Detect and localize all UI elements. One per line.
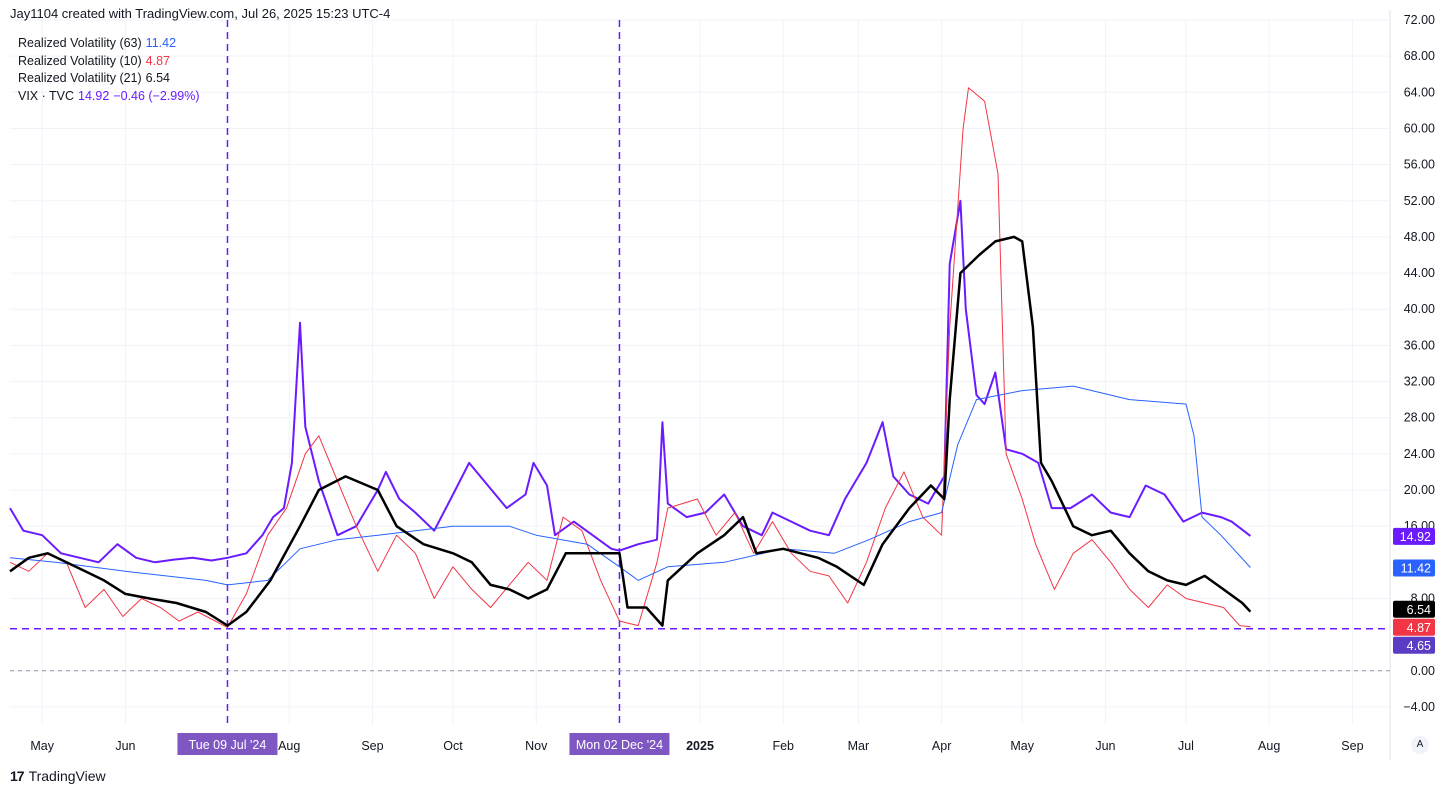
auto-scale-button[interactable]: A [1411, 736, 1429, 754]
y-tick-label: 32.00 [1404, 375, 1435, 389]
legend-label: Realized Volatility (21) [18, 71, 142, 85]
rv21-last-badge [1393, 600, 1435, 618]
y-tick-label: −4.00 [1403, 700, 1435, 714]
legend-item-rv21[interactable]: Realized Volatility (21) 6.54 [18, 70, 199, 88]
vix-last-label: 14.92 [1400, 530, 1431, 544]
date-marker-lines [226, 20, 621, 725]
legend-value: 6.54 [145, 71, 171, 85]
x-tick-label: Sep [1341, 739, 1363, 753]
x-tick-label: Jun [1095, 739, 1115, 753]
hline-value-badge [1393, 636, 1435, 654]
y-tick-label: 24.00 [1404, 447, 1435, 461]
legend-value: 11.42 [145, 36, 177, 50]
x-tick-label: Oct [443, 739, 463, 753]
y-tick-label: 48.00 [1404, 230, 1435, 244]
y-tick-label: 36.00 [1404, 338, 1435, 352]
x-tick-label: Aug [278, 739, 300, 753]
x-tick-label: Jul [1178, 739, 1194, 753]
y-tick-label: 60.00 [1404, 121, 1435, 135]
y-tick-label: 64.00 [1404, 85, 1435, 99]
y-tick-label: 28.00 [1404, 411, 1435, 425]
hline-value-label: 4.65 [1407, 639, 1431, 653]
y-tick-label: 56.00 [1404, 158, 1435, 172]
y-tick-label: 0.00 [1411, 664, 1435, 678]
tradingview-logo-icon: 17 [10, 768, 25, 784]
x-tick-label: Nov [525, 739, 548, 753]
legend-label: Realized Volatility (10) [18, 53, 142, 68]
y-tick-label: 20.00 [1404, 483, 1435, 497]
legend-value: 4.87 [145, 53, 171, 68]
x-tick-label: May [30, 739, 54, 753]
rv63-last-badge [1393, 559, 1435, 577]
x-tick-label: Aug [1258, 739, 1280, 753]
date-marker-label: Tue 09 Jul '24 [189, 738, 267, 752]
time-axis[interactable]: May Jun Aug Sep Oct Nov 2025 Feb Mar Apr May Jun Jul… [30, 733, 1364, 755]
x-tick-label: 2025 [686, 739, 714, 753]
rv21-last-label: 6.54 [1407, 603, 1431, 617]
legend-value: 14.92 [78, 88, 110, 103]
date-marker-label: Mon 02 Dec '24 [576, 738, 663, 752]
series-line-realized-volatility-63- [9, 385, 1251, 586]
legend-label: VIX · TVC [18, 88, 75, 103]
x-tick-label: Jun [115, 739, 135, 753]
legend-change: −0.46 (−2.99%) [113, 88, 200, 103]
series-line-realized-volatility-10- [9, 87, 1251, 628]
y-tick-label: 72.00 [1404, 13, 1435, 27]
y-tick-label: 52.00 [1404, 194, 1435, 208]
x-tick-label: Apr [932, 739, 951, 753]
price-axis[interactable]: 72.00 68.00 64.00 60.00 56.00 52.00 48.00 44.00… [1403, 13, 1435, 714]
chart-header: Jay1104 created with TradingView.com, Ju… [10, 6, 391, 21]
tradingview-logo[interactable]: 17 TradingView [10, 768, 106, 784]
legend: Realized Volatility (63) 11.42 Realized V… [18, 35, 199, 105]
date-marker-badge [569, 733, 670, 755]
vix-last-badge [1393, 527, 1435, 545]
y-tick-label: 44.00 [1404, 266, 1435, 280]
x-tick-label: Mar [848, 739, 870, 753]
series-line-vix-tvc [9, 199, 1252, 564]
chart-grid [10, 10, 1391, 760]
x-tick-label: Sep [361, 739, 383, 753]
series-line-realized-volatility-21- [9, 235, 1252, 627]
date-marker-badge [177, 733, 278, 755]
legend-item-rv63[interactable]: Realized Volatility (63) 11.42 [18, 35, 199, 53]
rv10-last-label: 4.87 [1407, 621, 1431, 635]
rv10-last-badge [1393, 618, 1435, 636]
brand-name: TradingView [28, 768, 106, 784]
series-layer [9, 87, 1252, 628]
legend-item-rv10[interactable]: Realized Volatility (10) 4.87 [18, 53, 199, 71]
rv63-last-label: 11.42 [1401, 562, 1431, 576]
y-tick-label: 40.00 [1404, 302, 1435, 316]
legend-item-vix[interactable]: VIX · TVC 14.92 −0.46 (−2.99%) [18, 88, 199, 106]
last-value-badges: 14.92 11.42 6.54 4.87 4.65 [1393, 527, 1435, 654]
x-tick-label: May [1010, 739, 1034, 753]
y-tick-label: 68.00 [1404, 49, 1435, 63]
x-tick-label: Feb [772, 739, 794, 753]
legend-label: Realized Volatility (63) [18, 36, 142, 50]
